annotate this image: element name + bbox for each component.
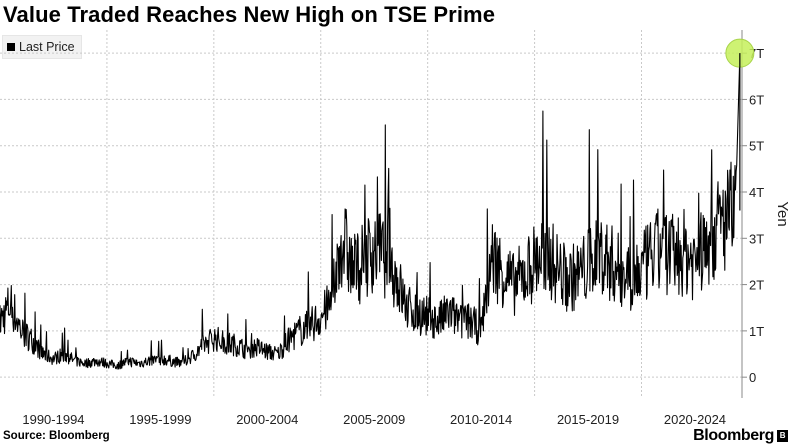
x-tick-label: 1990-1994 — [22, 412, 84, 427]
series-line-last-price — [0, 53, 741, 370]
x-tick-label: 2000-2004 — [236, 412, 298, 427]
x-tick-label: 2005-2009 — [343, 412, 405, 427]
source-note: Source: Bloomberg — [3, 430, 110, 442]
brand-name: Bloomberg — [693, 427, 774, 444]
chart-title: Value Traded Reaches New High on TSE Pri… — [3, 2, 496, 27]
y-tick-label: 0 — [749, 370, 756, 385]
legend-swatch — [7, 43, 15, 51]
x-tick-label: 2020-2024 — [664, 412, 726, 427]
y-axis-title: Yen — [774, 201, 791, 226]
y-tick-label: 1T — [749, 324, 764, 339]
y-tick-label: 5T — [749, 139, 764, 154]
brand-icon: B — [777, 430, 788, 442]
y-tick-label: 4T — [749, 185, 764, 200]
y-tick-label: 2T — [749, 278, 764, 293]
legend: Last Price — [2, 35, 82, 59]
series-group — [0, 38, 755, 370]
x-tick-label: 1995-1999 — [129, 412, 191, 427]
x-tick-labels: 1990-1994 1995-1999 2000-2004 2005-2009 2010… — [22, 412, 726, 427]
legend-label: Last Price — [19, 40, 75, 54]
x-tick-label: 2015-2019 — [557, 412, 619, 427]
bloomberg-logo: Bloomberg B — [693, 427, 788, 445]
gridlines — [0, 30, 747, 398]
x-tick-label: 2010-2014 — [450, 412, 512, 427]
y-tick-label: 6T — [749, 92, 764, 107]
y-tick-label: 3T — [749, 231, 764, 246]
